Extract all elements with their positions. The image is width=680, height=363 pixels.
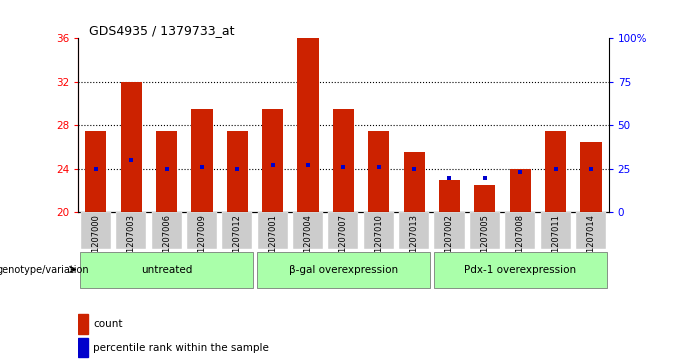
Text: GSM1207010: GSM1207010 [374, 214, 384, 270]
Text: GSM1207002: GSM1207002 [445, 214, 454, 270]
Bar [576, 212, 606, 249]
Text: GDS4935 / 1379733_at: GDS4935 / 1379733_at [89, 24, 235, 37]
Bar [364, 212, 394, 249]
Bar [474, 185, 496, 212]
Text: count: count [93, 319, 122, 329]
Bar [120, 82, 142, 212]
Text: GSM1207008: GSM1207008 [515, 214, 525, 270]
Text: GSM1207007: GSM1207007 [339, 214, 348, 270]
Text: GSM1207004: GSM1207004 [303, 214, 313, 270]
Bar [333, 109, 354, 212]
Text: genotype/variation: genotype/variation [0, 265, 89, 274]
Bar [509, 169, 531, 212]
Text: untreated: untreated [141, 265, 192, 274]
Text: GSM1207006: GSM1207006 [162, 214, 171, 270]
Bar [297, 38, 319, 212]
Bar [505, 212, 535, 249]
Bar [434, 252, 607, 288]
Bar [439, 180, 460, 212]
Bar [403, 152, 425, 212]
Text: GSM1207012: GSM1207012 [233, 214, 242, 270]
Text: GSM1207005: GSM1207005 [480, 214, 490, 270]
Bar [80, 252, 253, 288]
Bar [541, 212, 571, 249]
Bar [470, 212, 500, 249]
Bar [222, 212, 252, 249]
Bar [78, 314, 88, 334]
Text: β-gal overexpression: β-gal overexpression [289, 265, 398, 274]
Bar [435, 212, 464, 249]
Bar [187, 212, 217, 249]
Text: GSM1207011: GSM1207011 [551, 214, 560, 270]
Bar [116, 212, 146, 249]
Bar [399, 212, 429, 249]
Text: GSM1207000: GSM1207000 [91, 214, 101, 270]
Bar [191, 109, 213, 212]
Text: GSM1207014: GSM1207014 [586, 214, 596, 270]
Bar [368, 131, 390, 212]
Bar [262, 109, 284, 212]
Text: percentile rank within the sample: percentile rank within the sample [93, 343, 269, 352]
Bar [81, 212, 111, 249]
Bar [293, 212, 323, 249]
Bar [78, 338, 88, 358]
Bar [226, 131, 248, 212]
Bar [328, 212, 358, 249]
Bar [156, 131, 177, 212]
Text: GSM1207001: GSM1207001 [268, 214, 277, 270]
Text: GSM1207013: GSM1207013 [409, 214, 419, 270]
Bar [545, 131, 566, 212]
Bar [580, 142, 602, 212]
Text: Pdx-1 overexpression: Pdx-1 overexpression [464, 265, 576, 274]
Bar [85, 131, 107, 212]
Text: GSM1207003: GSM1207003 [126, 214, 136, 270]
Text: GSM1207009: GSM1207009 [197, 214, 207, 270]
Bar [152, 212, 182, 249]
Bar [258, 212, 288, 249]
Bar [257, 252, 430, 288]
